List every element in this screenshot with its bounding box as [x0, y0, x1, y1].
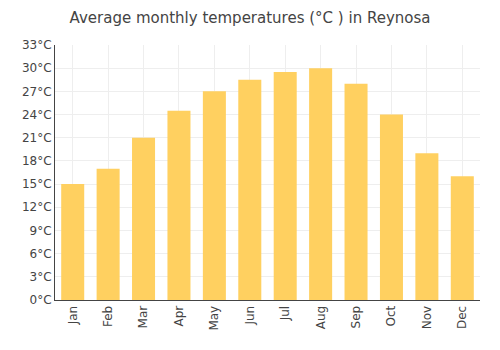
svg-text:May: May — [207, 306, 221, 331]
svg-text:Nov: Nov — [420, 306, 434, 329]
svg-text:Feb: Feb — [101, 306, 115, 327]
svg-text:3°C: 3°C — [30, 270, 52, 284]
svg-text:0°C: 0°C — [30, 293, 52, 307]
svg-text:Aug: Aug — [314, 306, 328, 329]
svg-text:6°C: 6°C — [30, 247, 52, 261]
svg-text:18°C: 18°C — [22, 154, 52, 168]
svg-text:9°C: 9°C — [30, 224, 52, 238]
svg-text:12°C: 12°C — [22, 200, 52, 214]
svg-text:15°C: 15°C — [22, 177, 52, 191]
svg-text:Jun: Jun — [243, 306, 257, 326]
svg-text:Dec: Dec — [455, 306, 469, 329]
svg-text:Apr: Apr — [172, 306, 186, 327]
svg-text:Mar: Mar — [136, 306, 150, 329]
svg-text:21°C: 21°C — [22, 131, 52, 145]
svg-text:24°C: 24°C — [22, 108, 52, 122]
svg-text:Average monthly temperatures (: Average monthly temperatures (°C ) in Re… — [70, 9, 431, 27]
svg-text:Sep: Sep — [349, 306, 363, 329]
svg-text:27°C: 27°C — [22, 85, 52, 99]
svg-text:Jan: Jan — [66, 306, 80, 326]
svg-text:33°C: 33°C — [22, 38, 52, 52]
svg-text:Jul: Jul — [278, 306, 292, 321]
svg-text:30°C: 30°C — [22, 61, 52, 75]
svg-text:Oct: Oct — [384, 306, 398, 327]
